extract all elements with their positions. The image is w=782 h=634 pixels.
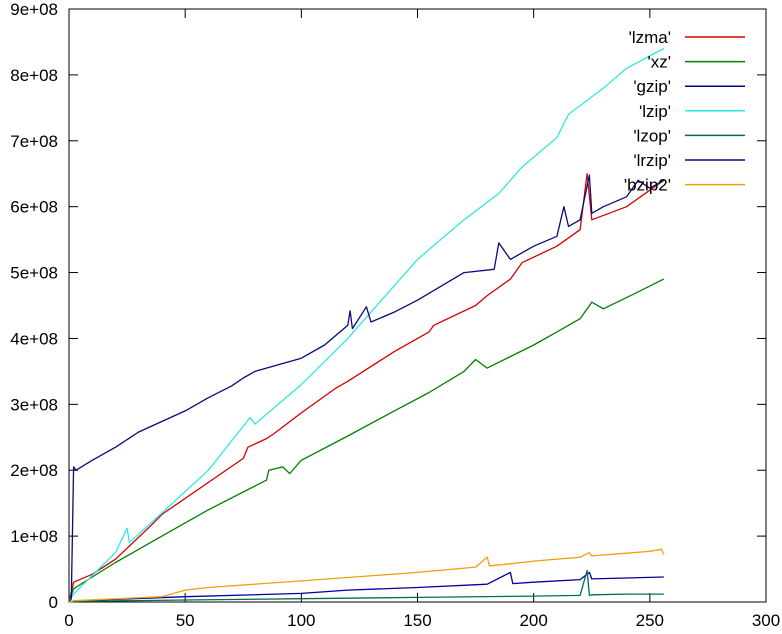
y-tick-label: 7e+08 [10, 132, 58, 151]
y-tick-label: 1e+08 [10, 527, 58, 546]
x-tick-label: 250 [636, 611, 664, 630]
legend-label: 'lzip' [639, 102, 671, 121]
legend-label: 'bzip2' [624, 176, 671, 195]
x-tick-label: 100 [287, 611, 315, 630]
legend: 'lzma' 'xz' 'gzip' 'lzip' 'lzop' 'lrzip' 'bzip… [624, 28, 745, 195]
y-tick-label: 4e+08 [10, 329, 58, 348]
x-tick-label: 0 [64, 611, 73, 630]
x-tick-label: 200 [519, 611, 547, 630]
series-line-xz [68, 278, 665, 603]
series-line-bzip2 [68, 548, 665, 603]
legend-label: 'gzip' [633, 77, 671, 96]
y-tick-label: 5e+08 [10, 264, 58, 283]
legend-label: 'xz' [648, 53, 672, 72]
x-tick-label: 150 [403, 611, 431, 630]
series-line-lzma [68, 173, 665, 603]
series-line-lzop [68, 569, 664, 603]
y-tick-label: 6e+08 [10, 198, 58, 217]
y-tick-label: 0 [49, 593, 58, 612]
legend-label: 'lzma' [629, 28, 671, 47]
y-tick-label: 9e+08 [10, 0, 58, 19]
series-line-lrzip [68, 174, 665, 603]
x-tick-label: 300 [752, 611, 780, 630]
series-line-lzip [68, 47, 665, 603]
legend-label: 'lrzip' [633, 151, 671, 170]
legend-label: 'lzop' [633, 126, 671, 145]
y-tick-label: 3e+08 [10, 395, 58, 414]
axis-ticks: 0 50 100 150 200 250 300 0 1e+08 2e+08 3e+08 4e+08 5… [10, 0, 780, 630]
series-layer [68, 47, 665, 603]
y-tick-label: 2e+08 [10, 461, 58, 480]
x-tick-label: 50 [176, 611, 195, 630]
plot-frame [68, 8, 767, 603]
y-tick-label: 8e+08 [10, 66, 58, 85]
